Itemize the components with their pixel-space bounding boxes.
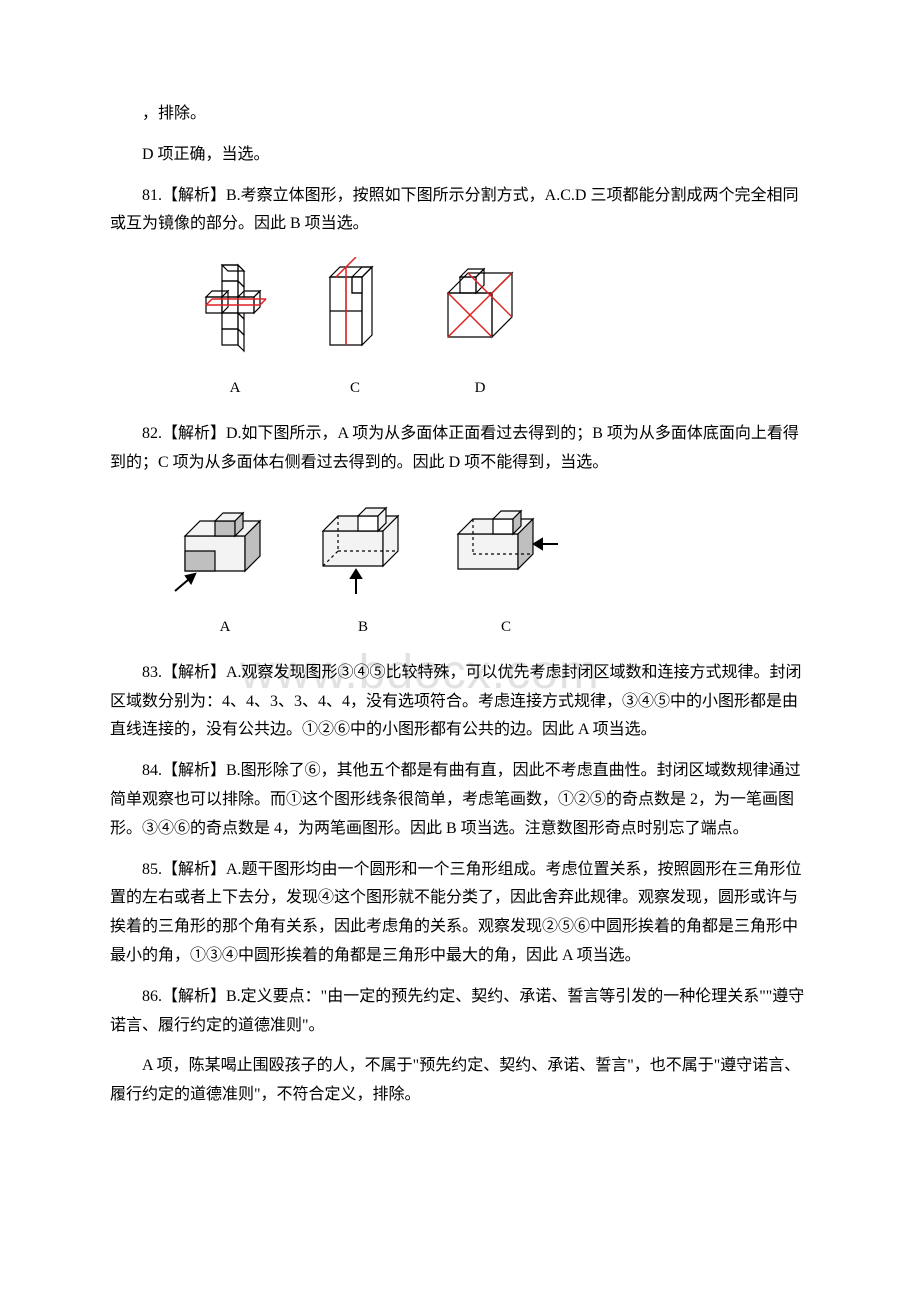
- figure-row-81: A C: [190, 257, 810, 402]
- paragraph-84: 84.【解析】B.图形除了⑥，其他五个都是有曲有直，因此不考虑直曲性。封闭区域数…: [110, 757, 810, 843]
- figure-81-c: C: [310, 257, 400, 402]
- figure-label-c: C: [350, 375, 360, 402]
- figure-81-d: D: [430, 257, 530, 402]
- paragraph-83: 83.【解析】A.观察发现图形③④⑤比较特殊，可以优先考虑封闭区域数和连接方式规…: [110, 659, 810, 745]
- figure-label-a2: A: [220, 614, 231, 641]
- figure-82-b: B: [308, 496, 418, 641]
- figure-label-b: B: [358, 614, 368, 641]
- paragraph-85: 85.【解析】A.题干图形均由一个圆形和一个三角形组成。考虑位置关系，按照圆形在…: [110, 856, 810, 971]
- figure-82-a: A: [170, 496, 280, 641]
- figure-label-d: D: [475, 375, 486, 402]
- figure-label-c2: C: [501, 614, 511, 641]
- paragraph-82: 82.【解析】D.如下图所示，A 项为从多面体正面看过去得到的；B 项为从多面体…: [110, 420, 810, 478]
- figure-label-a: A: [230, 375, 241, 402]
- figure-row-82: A B: [170, 496, 810, 641]
- paragraph-86a: A 项，陈某喝止围殴孩子的人，不属于"预先约定、契约、承诺、誓言"，也不属于"遵…: [110, 1052, 810, 1110]
- paragraph-exclude: ，排除。: [110, 100, 810, 129]
- paragraph-86: 86.【解析】B.定义要点："由一定的预先约定、契约、承诺、誓言等引发的一种伦理…: [110, 983, 810, 1041]
- figure-81-a: A: [190, 257, 280, 402]
- paragraph-81: 81.【解析】B.考察立体图形，按照如下图所示分割方式，A.C.D 三项都能分割…: [110, 182, 810, 240]
- paragraph-d-correct: D 项正确，当选。: [110, 141, 810, 170]
- figure-82-c: C: [446, 496, 566, 641]
